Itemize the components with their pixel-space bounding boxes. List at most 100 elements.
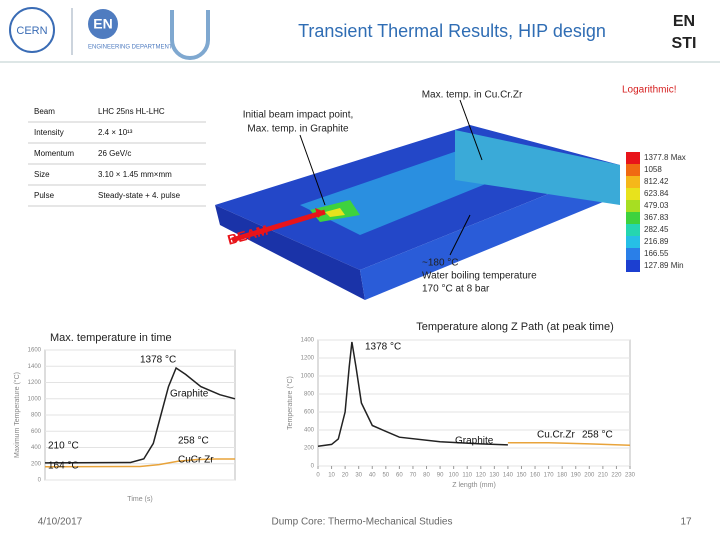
legend-swatch: [626, 224, 640, 236]
legend-label: 1058: [644, 165, 662, 174]
series-line: [44, 366, 236, 464]
legend-swatch: [626, 152, 640, 164]
y-tick-label: 1600: [28, 348, 42, 354]
legend-swatch: [626, 188, 640, 200]
x-tick-label: 80: [423, 473, 430, 479]
table-cell: 26 GeV/c: [98, 149, 131, 158]
y-tick-label: 1000: [301, 374, 315, 380]
en-logo-text: EN: [93, 16, 112, 32]
annotation: 1378 °C: [365, 342, 401, 353]
x-tick-label: 160: [530, 473, 541, 479]
table-cell: Intensity: [34, 128, 64, 137]
x-tick-label: 150: [516, 473, 527, 479]
legend-swatch: [626, 164, 640, 176]
legend-label: 367.83: [644, 213, 669, 222]
sti-logo-bottom: STI: [672, 35, 697, 52]
legend-label: 166.55: [644, 249, 669, 258]
x-tick-label: 30: [355, 473, 362, 479]
y-tick-label: 1400: [28, 364, 42, 370]
legend-swatch: [626, 236, 640, 248]
table-cell: Size: [34, 170, 50, 179]
page-number: 17: [680, 517, 692, 528]
cern-logo-text: CERN: [16, 25, 47, 37]
y-axis-label: Temperature (°C): [286, 376, 294, 430]
table-cell: 2.4 × 10¹³: [98, 128, 133, 137]
series-line: [317, 341, 508, 447]
x-tick-label: 120: [476, 473, 487, 479]
x-tick-label: 210: [598, 473, 609, 479]
annotation: 164 °C: [48, 461, 79, 472]
x-tick-label: 130: [489, 473, 500, 479]
x-tick-label: 60: [396, 473, 403, 479]
x-tick-label: 200: [584, 473, 595, 479]
y-tick-label: 200: [31, 461, 42, 467]
x-tick-label: 10: [328, 473, 335, 479]
legend-swatch: [626, 176, 640, 188]
y-tick-label: 400: [31, 445, 42, 451]
y-tick-label: 0: [311, 464, 315, 470]
x-tick-label: 70: [410, 473, 417, 479]
annotation: 1378 °C: [140, 355, 176, 366]
pointer: [449, 214, 471, 256]
table-cell: Momentum: [34, 149, 74, 158]
pointer: [459, 99, 483, 161]
legend-label: 479.03: [644, 201, 669, 210]
x-tick-label: 220: [611, 473, 622, 479]
x-tick-label: 50: [382, 473, 389, 479]
x-tick-label: 0: [316, 473, 320, 479]
y-axis-label: Maximum Temperature (°C): [13, 372, 21, 458]
en-logo: [88, 9, 118, 39]
annotation: Water boiling temperature: [422, 271, 537, 282]
legend-swatch: [626, 248, 640, 260]
annotation: CuCr Zr: [178, 455, 214, 466]
legend-label: 812.42: [644, 177, 669, 186]
y-tick-label: 1400: [301, 338, 315, 344]
legend-label: 127.89 Min: [644, 261, 684, 270]
footer-title: Dump Core: Thermo-Mechanical Studies: [271, 517, 452, 528]
annotation: 258 °C: [178, 436, 209, 447]
y-tick-label: 800: [304, 392, 315, 398]
annotation: Graphite: [170, 389, 209, 400]
legend-swatch: [626, 200, 640, 212]
legend-label: 1377.8 Max: [644, 153, 686, 162]
annotation: Max. temp. in Cu.Cr.Zr: [422, 90, 523, 101]
y-tick-label: 600: [31, 429, 42, 435]
sti-logo-top: EN: [673, 13, 695, 30]
y-tick-label: 200: [304, 446, 315, 452]
y-tick-label: 800: [31, 413, 42, 419]
chart-title: Temperature along Z Path (at peak time): [416, 321, 613, 333]
legend-label: 282.45: [644, 225, 669, 234]
annotation: Graphite: [455, 436, 494, 447]
annotation: 258 °C: [582, 430, 613, 441]
x-tick-label: 40: [369, 473, 376, 479]
x-tick-label: 140: [503, 473, 514, 479]
annotation: 170 °C at 8 bar: [422, 284, 490, 295]
series-line: [44, 458, 235, 468]
x-tick-label: 20: [342, 473, 349, 479]
x-tick-label: 110: [462, 473, 472, 479]
y-tick-label: 600: [304, 410, 315, 416]
legend-swatch: [626, 260, 640, 272]
table-cell: Pulse: [34, 191, 55, 200]
y-tick-label: 1200: [28, 380, 42, 386]
annotation: Initial beam impact point,: [243, 110, 354, 121]
dept-name: ENGINEERING DEPARTMENT: [88, 45, 173, 51]
annotation: Max. temp. in Graphite: [247, 124, 349, 135]
y-tick-label: 400: [304, 428, 315, 434]
table-cell: Beam: [34, 107, 55, 116]
u-logo: [170, 10, 210, 60]
simulation-render: [215, 125, 620, 300]
legend-title: Logarithmic!: [622, 85, 676, 96]
y-tick-label: 1000: [28, 396, 42, 402]
x-tick-label: 90: [437, 473, 444, 479]
slide-title: Transient Thermal Results, HIP design: [298, 21, 606, 41]
cern-logo: [9, 7, 55, 53]
table-cell: 3.10 × 1.45 mm×mm: [98, 170, 172, 179]
plot-area: [317, 339, 631, 467]
y-tick-label: 1200: [301, 356, 315, 362]
pointer: [299, 134, 326, 206]
x-tick-label: 230: [625, 473, 636, 479]
x-tick-label: 190: [571, 473, 582, 479]
x-axis-label: Time (s): [127, 496, 152, 503]
